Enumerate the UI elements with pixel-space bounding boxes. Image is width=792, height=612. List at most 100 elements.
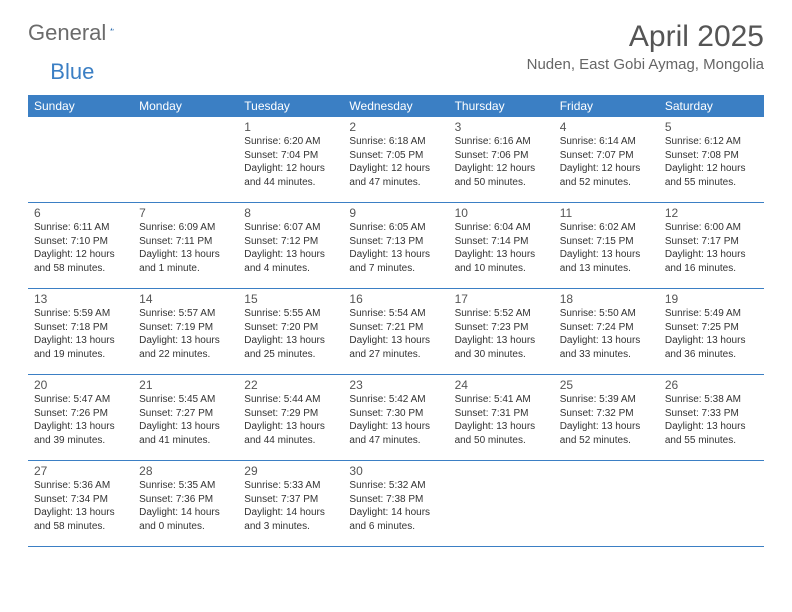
daylight-text: Daylight: 13 hours and 22 minutes. (139, 334, 232, 361)
sunset-text: Sunset: 7:13 PM (349, 235, 442, 249)
calendar-cell: 24Sunrise: 5:41 AMSunset: 7:31 PMDayligh… (449, 375, 554, 461)
day-number: 2 (349, 120, 442, 134)
sunset-text: Sunset: 7:04 PM (244, 149, 337, 163)
calendar-cell: 3Sunrise: 6:16 AMSunset: 7:06 PMDaylight… (449, 117, 554, 203)
sunset-text: Sunset: 7:33 PM (665, 407, 758, 421)
calendar-cell: 18Sunrise: 5:50 AMSunset: 7:24 PMDayligh… (554, 289, 659, 375)
day-number: 17 (455, 292, 548, 306)
sunrise-text: Sunrise: 5:35 AM (139, 479, 232, 493)
calendar-cell: 7Sunrise: 6:09 AMSunset: 7:11 PMDaylight… (133, 203, 238, 289)
day-number: 26 (665, 378, 758, 392)
calendar-week-row: 6Sunrise: 6:11 AMSunset: 7:10 PMDaylight… (28, 203, 764, 289)
daylight-text: Daylight: 13 hours and 13 minutes. (560, 248, 653, 275)
calendar-cell: 14Sunrise: 5:57 AMSunset: 7:19 PMDayligh… (133, 289, 238, 375)
calendar-cell: 15Sunrise: 5:55 AMSunset: 7:20 PMDayligh… (238, 289, 343, 375)
daylight-text: Daylight: 13 hours and 52 minutes. (560, 420, 653, 447)
sunset-text: Sunset: 7:29 PM (244, 407, 337, 421)
day-number: 25 (560, 378, 653, 392)
logo: General (28, 20, 134, 46)
day-number: 5 (665, 120, 758, 134)
daylight-text: Daylight: 13 hours and 36 minutes. (665, 334, 758, 361)
day-number: 24 (455, 378, 548, 392)
daylight-text: Daylight: 13 hours and 47 minutes. (349, 420, 442, 447)
location-text: Nuden, East Gobi Aymag, Mongolia (527, 56, 764, 73)
day-number: 6 (34, 206, 127, 220)
daylight-text: Daylight: 13 hours and 25 minutes. (244, 334, 337, 361)
calendar-cell (659, 461, 764, 547)
calendar-cell (133, 117, 238, 203)
sunrise-text: Sunrise: 5:36 AM (34, 479, 127, 493)
calendar-cell: 19Sunrise: 5:49 AMSunset: 7:25 PMDayligh… (659, 289, 764, 375)
calendar-cell: 28Sunrise: 5:35 AMSunset: 7:36 PMDayligh… (133, 461, 238, 547)
sunrise-text: Sunrise: 5:50 AM (560, 307, 653, 321)
daylight-text: Daylight: 13 hours and 27 minutes. (349, 334, 442, 361)
daylight-text: Daylight: 13 hours and 33 minutes. (560, 334, 653, 361)
daylight-text: Daylight: 13 hours and 58 minutes. (34, 506, 127, 533)
daylight-text: Daylight: 13 hours and 7 minutes. (349, 248, 442, 275)
daylight-text: Daylight: 14 hours and 0 minutes. (139, 506, 232, 533)
sunset-text: Sunset: 7:25 PM (665, 321, 758, 335)
title-block: April 2025 Nuden, East Gobi Aymag, Mongo… (527, 20, 764, 73)
sunset-text: Sunset: 7:19 PM (139, 321, 232, 335)
sunrise-text: Sunrise: 5:44 AM (244, 393, 337, 407)
calendar-cell: 5Sunrise: 6:12 AMSunset: 7:08 PMDaylight… (659, 117, 764, 203)
calendar-cell: 1Sunrise: 6:20 AMSunset: 7:04 PMDaylight… (238, 117, 343, 203)
sunset-text: Sunset: 7:30 PM (349, 407, 442, 421)
sunset-text: Sunset: 7:12 PM (244, 235, 337, 249)
day-header: Thursday (449, 95, 554, 117)
day-header: Monday (133, 95, 238, 117)
sunset-text: Sunset: 7:23 PM (455, 321, 548, 335)
calendar-week-row: 13Sunrise: 5:59 AMSunset: 7:18 PMDayligh… (28, 289, 764, 375)
daylight-text: Daylight: 12 hours and 58 minutes. (34, 248, 127, 275)
day-number: 23 (349, 378, 442, 392)
day-number: 7 (139, 206, 232, 220)
daylight-text: Daylight: 12 hours and 47 minutes. (349, 162, 442, 189)
daylight-text: Daylight: 13 hours and 55 minutes. (665, 420, 758, 447)
sunset-text: Sunset: 7:10 PM (34, 235, 127, 249)
month-title: April 2025 (527, 20, 764, 54)
calendar-cell (449, 461, 554, 547)
day-number: 18 (560, 292, 653, 306)
daylight-text: Daylight: 14 hours and 6 minutes. (349, 506, 442, 533)
calendar-cell: 25Sunrise: 5:39 AMSunset: 7:32 PMDayligh… (554, 375, 659, 461)
sunrise-text: Sunrise: 6:09 AM (139, 221, 232, 235)
day-number: 3 (455, 120, 548, 134)
day-number: 10 (455, 206, 548, 220)
day-number: 30 (349, 464, 442, 478)
calendar-cell: 12Sunrise: 6:00 AMSunset: 7:17 PMDayligh… (659, 203, 764, 289)
calendar-cell: 22Sunrise: 5:44 AMSunset: 7:29 PMDayligh… (238, 375, 343, 461)
sunset-text: Sunset: 7:07 PM (560, 149, 653, 163)
calendar-cell: 26Sunrise: 5:38 AMSunset: 7:33 PMDayligh… (659, 375, 764, 461)
sunset-text: Sunset: 7:26 PM (34, 407, 127, 421)
sunrise-text: Sunrise: 6:02 AM (560, 221, 653, 235)
sunrise-text: Sunrise: 5:32 AM (349, 479, 442, 493)
sunrise-text: Sunrise: 6:18 AM (349, 135, 442, 149)
sunrise-text: Sunrise: 5:55 AM (244, 307, 337, 321)
daylight-text: Daylight: 13 hours and 41 minutes. (139, 420, 232, 447)
sunrise-text: Sunrise: 5:39 AM (560, 393, 653, 407)
calendar-cell: 30Sunrise: 5:32 AMSunset: 7:38 PMDayligh… (343, 461, 448, 547)
daylight-text: Daylight: 13 hours and 44 minutes. (244, 420, 337, 447)
day-number: 16 (349, 292, 442, 306)
sunrise-text: Sunrise: 5:47 AM (34, 393, 127, 407)
logo-text-general: General (28, 20, 106, 46)
sunrise-text: Sunrise: 6:11 AM (34, 221, 127, 235)
logo-text-blue: Blue (50, 59, 94, 85)
sunrise-text: Sunrise: 5:41 AM (455, 393, 548, 407)
calendar-header-row: SundayMondayTuesdayWednesdayThursdayFrid… (28, 95, 764, 117)
sunset-text: Sunset: 7:38 PM (349, 493, 442, 507)
day-header: Sunday (28, 95, 133, 117)
calendar-cell: 23Sunrise: 5:42 AMSunset: 7:30 PMDayligh… (343, 375, 448, 461)
day-number: 27 (34, 464, 127, 478)
day-number: 1 (244, 120, 337, 134)
day-header: Friday (554, 95, 659, 117)
daylight-text: Daylight: 13 hours and 19 minutes. (34, 334, 127, 361)
day-number: 11 (560, 206, 653, 220)
calendar-cell: 17Sunrise: 5:52 AMSunset: 7:23 PMDayligh… (449, 289, 554, 375)
day-number: 21 (139, 378, 232, 392)
calendar-cell (28, 117, 133, 203)
day-number: 12 (665, 206, 758, 220)
calendar-cell: 16Sunrise: 5:54 AMSunset: 7:21 PMDayligh… (343, 289, 448, 375)
calendar-cell: 11Sunrise: 6:02 AMSunset: 7:15 PMDayligh… (554, 203, 659, 289)
sunset-text: Sunset: 7:36 PM (139, 493, 232, 507)
